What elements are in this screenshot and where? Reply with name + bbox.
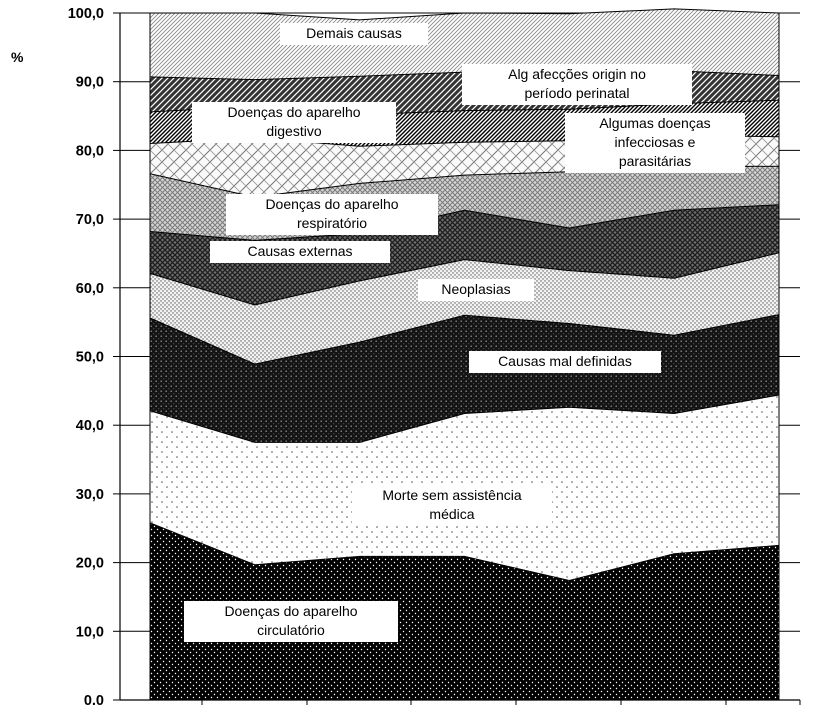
series-label-text: Morte sem assistência — [382, 487, 521, 503]
y-tick-label: 30,0 — [76, 487, 104, 503]
y-tick-label: 10,0 — [76, 624, 104, 640]
x-axis — [120, 699, 801, 705]
y-tick-label: 20,0 — [76, 556, 104, 572]
y-tick-label: 100,0 — [68, 6, 104, 22]
series-label-text: respiratório — [297, 215, 367, 231]
y-tick-label: 90,0 — [76, 75, 104, 91]
series-labels: Doenças do aparelho circulatório Morte sem… — [184, 23, 745, 642]
series-label-doencas-do-aparelho-circulatorio: Doenças do aparelho circulatório — [184, 601, 398, 642]
series-label-text: parasitárias — [619, 153, 691, 169]
area-neoplasias — [150, 252, 779, 365]
series-label-background — [418, 279, 534, 301]
series-label-text: infecciosas e — [615, 134, 696, 150]
series-label-alg-afeccoes-origin-no-periodo-perinatal: Alg afecções origin no período perinatal — [462, 64, 692, 105]
area-boundary — [149, 314, 780, 365]
area-boundary — [150, 8, 780, 21]
series-label-text: Doenças do aparelho — [224, 603, 357, 619]
series-label-doencas-do-aparelho-respiratorio: Doenças do aparelho respiratório — [226, 194, 438, 235]
y-tick-label: 0,0 — [84, 693, 104, 705]
series-label-background — [462, 64, 692, 105]
area-causas-externas — [150, 204, 779, 305]
series-label-background — [352, 485, 552, 526]
series-label-background — [226, 194, 438, 235]
area-boundary — [149, 252, 780, 306]
series-label-text: Algumas doenças — [599, 115, 710, 131]
y-tick-label: 40,0 — [76, 418, 104, 434]
series-label-background — [469, 351, 661, 373]
series-label-background — [192, 102, 396, 143]
series-label-text: Doenças do aparelho — [227, 104, 360, 120]
series-label-neoplasias: Neoplasias — [418, 279, 534, 301]
series-label-algumas-doencas-infecciosas-e-parasitarias: Algumas doenças infecciosas e parasitárias — [565, 113, 745, 173]
series-label-text: circulatório — [257, 622, 325, 638]
area-causas-mal-definidas — [150, 314, 779, 443]
series-label-text: período perinatal — [524, 85, 629, 101]
area-boundary — [149, 204, 780, 241]
series-label-morte-sem-assistencia-medica: Morte sem assistência médica — [352, 485, 552, 526]
series-label-text: Causas mal definidas — [498, 353, 632, 369]
area-doencas-do-aparelho-circulatorio — [150, 522, 779, 700]
series-label-text: Neoplasias — [441, 281, 510, 297]
y-tick-label: 60,0 — [76, 281, 104, 297]
y-tick-label: 50,0 — [76, 350, 104, 366]
y-axis: 0,0 10,0 20,0 30,0 40,0 50,0 60,0 70,0 80,0 90,0 1… — [11, 6, 121, 705]
series-label-demais-causas: Demais causas — [280, 23, 428, 45]
series-label-text: Causas externas — [247, 243, 352, 259]
area-boundary — [149, 522, 780, 582]
series-label-causas-externas: Causas externas — [210, 241, 390, 263]
series-label-text: Demais causas — [306, 25, 402, 41]
series-label-doencas-do-aparelho-digestivo: Doenças do aparelho digestivo — [192, 102, 396, 143]
series-label-background — [210, 241, 390, 263]
y-axis-unit-label: % — [11, 49, 24, 65]
series-label-causas-mal-definidas: Causas mal definidas — [469, 351, 661, 373]
y-tick-label: 80,0 — [76, 143, 104, 159]
series-label-background — [565, 113, 745, 173]
series-label-text: digestivo — [266, 123, 321, 139]
series-label-text: Alg afecções origin no — [508, 66, 646, 82]
y-tick-label: 70,0 — [76, 212, 104, 228]
series-label-background — [184, 601, 398, 642]
series-label-text: Doenças do aparelho — [265, 196, 398, 212]
series-label-text: médica — [429, 506, 474, 522]
series-label-background — [280, 23, 428, 45]
area-boundary — [149, 394, 780, 443]
